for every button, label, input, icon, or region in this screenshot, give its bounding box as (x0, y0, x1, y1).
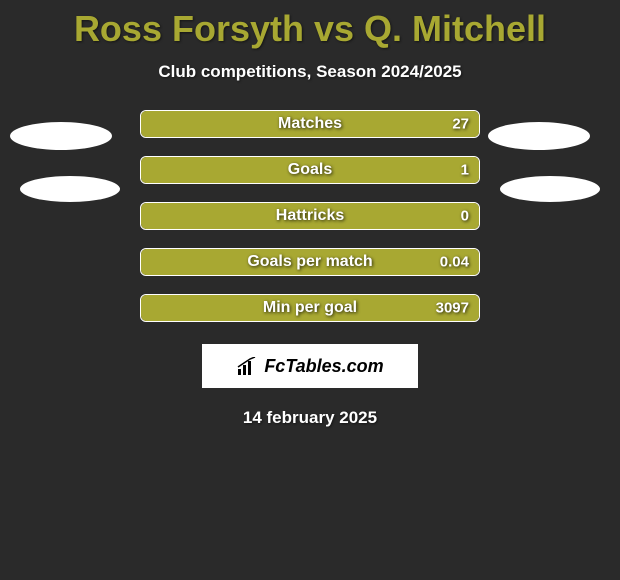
stat-bar: Goals 1 (140, 156, 480, 184)
stat-row-matches: Matches 27 (0, 110, 620, 138)
update-date: 14 february 2025 (0, 408, 620, 428)
stat-row-goals: Goals 1 (0, 156, 620, 184)
chart-icon (236, 357, 258, 375)
comparison-subtitle: Club competitions, Season 2024/2025 (0, 62, 620, 82)
stat-label: Matches (278, 115, 342, 133)
fctables-logo[interactable]: FcTables.com (202, 344, 418, 388)
stat-row-mpg: Min per goal 3097 (0, 294, 620, 322)
stat-value: 0 (461, 208, 469, 225)
logo-text: FcTables.com (264, 356, 383, 377)
comparison-title: Ross Forsyth vs Q. Mitchell (0, 0, 620, 50)
stat-value: 1 (461, 162, 469, 179)
stat-value: 27 (452, 116, 469, 133)
stat-value: 3097 (436, 300, 469, 317)
stat-label: Goals (288, 161, 332, 179)
stat-bar: Goals per match 0.04 (140, 248, 480, 276)
stat-value: 0.04 (440, 254, 469, 271)
stat-label: Goals per match (247, 253, 372, 271)
stat-bar: Hattricks 0 (140, 202, 480, 230)
stat-row-gpm: Goals per match 0.04 (0, 248, 620, 276)
stat-bar: Matches 27 (140, 110, 480, 138)
stat-label: Hattricks (276, 207, 344, 225)
stat-bar: Min per goal 3097 (140, 294, 480, 322)
stat-label: Min per goal (263, 299, 357, 317)
stat-row-hattricks: Hattricks 0 (0, 202, 620, 230)
